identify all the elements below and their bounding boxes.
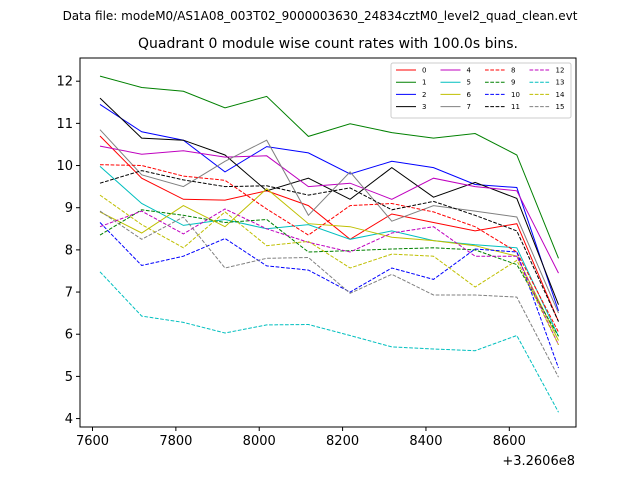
series-line-1 <box>99 75 559 259</box>
series-line-3 <box>99 97 559 305</box>
legend-label-1: 1 <box>422 79 426 87</box>
x-tick-label: 7600 <box>76 434 109 449</box>
legend-label-3: 3 <box>422 103 426 111</box>
legend-label-7: 7 <box>467 103 471 111</box>
legend-label-5: 5 <box>467 79 471 87</box>
series-line-0 <box>99 135 559 322</box>
legend-label-9: 9 <box>511 79 515 87</box>
plot-frame <box>79 57 577 428</box>
legend-label-11: 11 <box>511 103 520 111</box>
legend-label-2: 2 <box>422 91 426 99</box>
y-tick-label: 6 <box>65 328 73 343</box>
series-line-13 <box>99 271 559 413</box>
y-tick-label: 11 <box>56 117 73 132</box>
series-line-10 <box>99 222 559 369</box>
x-tick-label: 8600 <box>493 434 526 449</box>
chart-title: Quadrant 0 module wise count rates with … <box>138 36 518 52</box>
series-line-8 <box>99 164 559 333</box>
data-file-label: Data file: modeM0/AS1A08_003T02_90000036… <box>63 9 578 23</box>
legend-label-4: 4 <box>467 67 472 75</box>
series-line-6 <box>99 188 559 341</box>
legend-label-13: 13 <box>556 79 565 87</box>
x-tick-label: 8200 <box>326 434 359 449</box>
x-offset-label: +3.2606e8 <box>502 454 575 469</box>
x-tick-label: 7800 <box>159 434 192 449</box>
y-tick-label: 5 <box>65 370 73 385</box>
y-tick-label: 7 <box>65 286 73 301</box>
x-tick-label: 8000 <box>243 434 276 449</box>
series-line-4 <box>99 145 559 274</box>
legend-label-10: 10 <box>511 91 520 99</box>
legend-label-8: 8 <box>511 67 515 75</box>
y-tick-label: 4 <box>65 412 73 427</box>
series-line-5 <box>99 166 559 337</box>
x-tick-label: 8400 <box>409 434 442 449</box>
series-layer <box>99 75 559 413</box>
y-tick-label: 9 <box>65 201 73 216</box>
legend-label-14: 14 <box>556 91 565 99</box>
series-line-15 <box>99 210 559 378</box>
series-line-11 <box>99 170 559 322</box>
legend-label-12: 12 <box>556 67 565 75</box>
legend-frame <box>390 62 572 119</box>
legend-label-15: 15 <box>556 103 565 111</box>
series-line-12 <box>99 208 559 346</box>
series-line-2 <box>99 103 559 312</box>
series-line-14 <box>99 194 559 346</box>
y-tick-label: 8 <box>65 243 73 258</box>
legend-label-0: 0 <box>422 67 426 75</box>
y-tick-label: 12 <box>56 75 73 90</box>
legend-label-6: 6 <box>467 91 472 99</box>
y-tick-label: 10 <box>56 159 73 174</box>
series-line-7 <box>99 129 559 314</box>
